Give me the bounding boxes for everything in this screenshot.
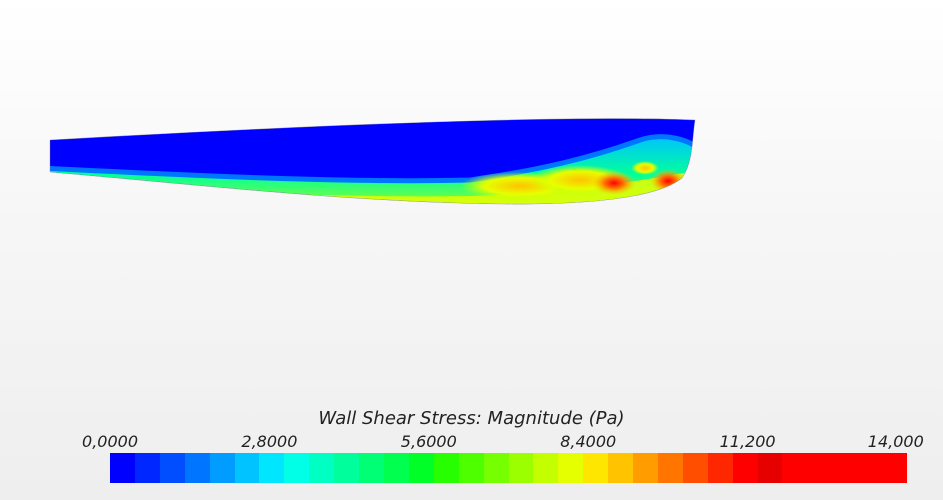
legend-title: Wall Shear Stress: Magnitude (Pa)	[318, 408, 625, 429]
legend-color-swatch	[857, 453, 883, 483]
legend-color-swatch	[284, 453, 310, 483]
legend-color-swatch	[558, 453, 584, 483]
legend-color-swatch	[110, 453, 135, 483]
legend-color-swatch	[383, 453, 409, 483]
legend-color-swatch	[483, 453, 509, 483]
hull-outline	[49, 118, 696, 205]
legend-tick-label: 2,8000	[241, 432, 298, 451]
legend-color-swatch	[782, 453, 808, 483]
legend-color-swatch	[433, 453, 459, 483]
legend-color-swatch	[508, 453, 534, 483]
legend-color-swatch	[807, 453, 833, 483]
legend-color-swatch	[234, 453, 260, 483]
legend-color-swatch	[159, 453, 185, 483]
hull-hot-spot-1	[592, 171, 636, 195]
legend-color-swatch	[832, 453, 858, 483]
legend-color-swatch	[134, 453, 160, 483]
legend-color-swatch	[334, 453, 360, 483]
legend-tick-label: 14,000	[867, 432, 924, 451]
legend-color-swatch	[707, 453, 733, 483]
legend-color-swatch	[657, 453, 683, 483]
legend-color-swatch	[458, 453, 484, 483]
hull-hot-spot-3	[631, 161, 659, 175]
legend-color-swatch	[682, 453, 708, 483]
scalar-legend: Wall Shear Stress: Magnitude (Pa) 0,0000…	[0, 405, 943, 500]
legend-color-swatch	[583, 453, 609, 483]
hull-surface	[50, 118, 695, 205]
legend-color-swatch	[184, 453, 210, 483]
legend-color-swatch	[882, 453, 907, 483]
legend-color-swatch	[757, 453, 783, 483]
legend-tick-label: 8,4000	[560, 432, 617, 451]
legend-tick-label: 11,200	[719, 432, 776, 451]
legend-color-swatch	[533, 453, 559, 483]
legend-color-swatch	[209, 453, 235, 483]
legend-color-swatch	[259, 453, 285, 483]
legend-color-swatch	[732, 453, 758, 483]
legend-tick-label: 0,0000	[82, 432, 138, 451]
legend-color-swatch	[608, 453, 634, 483]
hull-contour-plot	[49, 118, 696, 205]
legend-color-bar	[110, 453, 907, 483]
legend-color-swatch	[309, 453, 335, 483]
legend-color-swatch	[359, 453, 384, 483]
legend-color-swatch	[633, 453, 658, 483]
legend-color-swatch	[408, 453, 434, 483]
legend-tick-label: 5,6000	[400, 432, 457, 451]
